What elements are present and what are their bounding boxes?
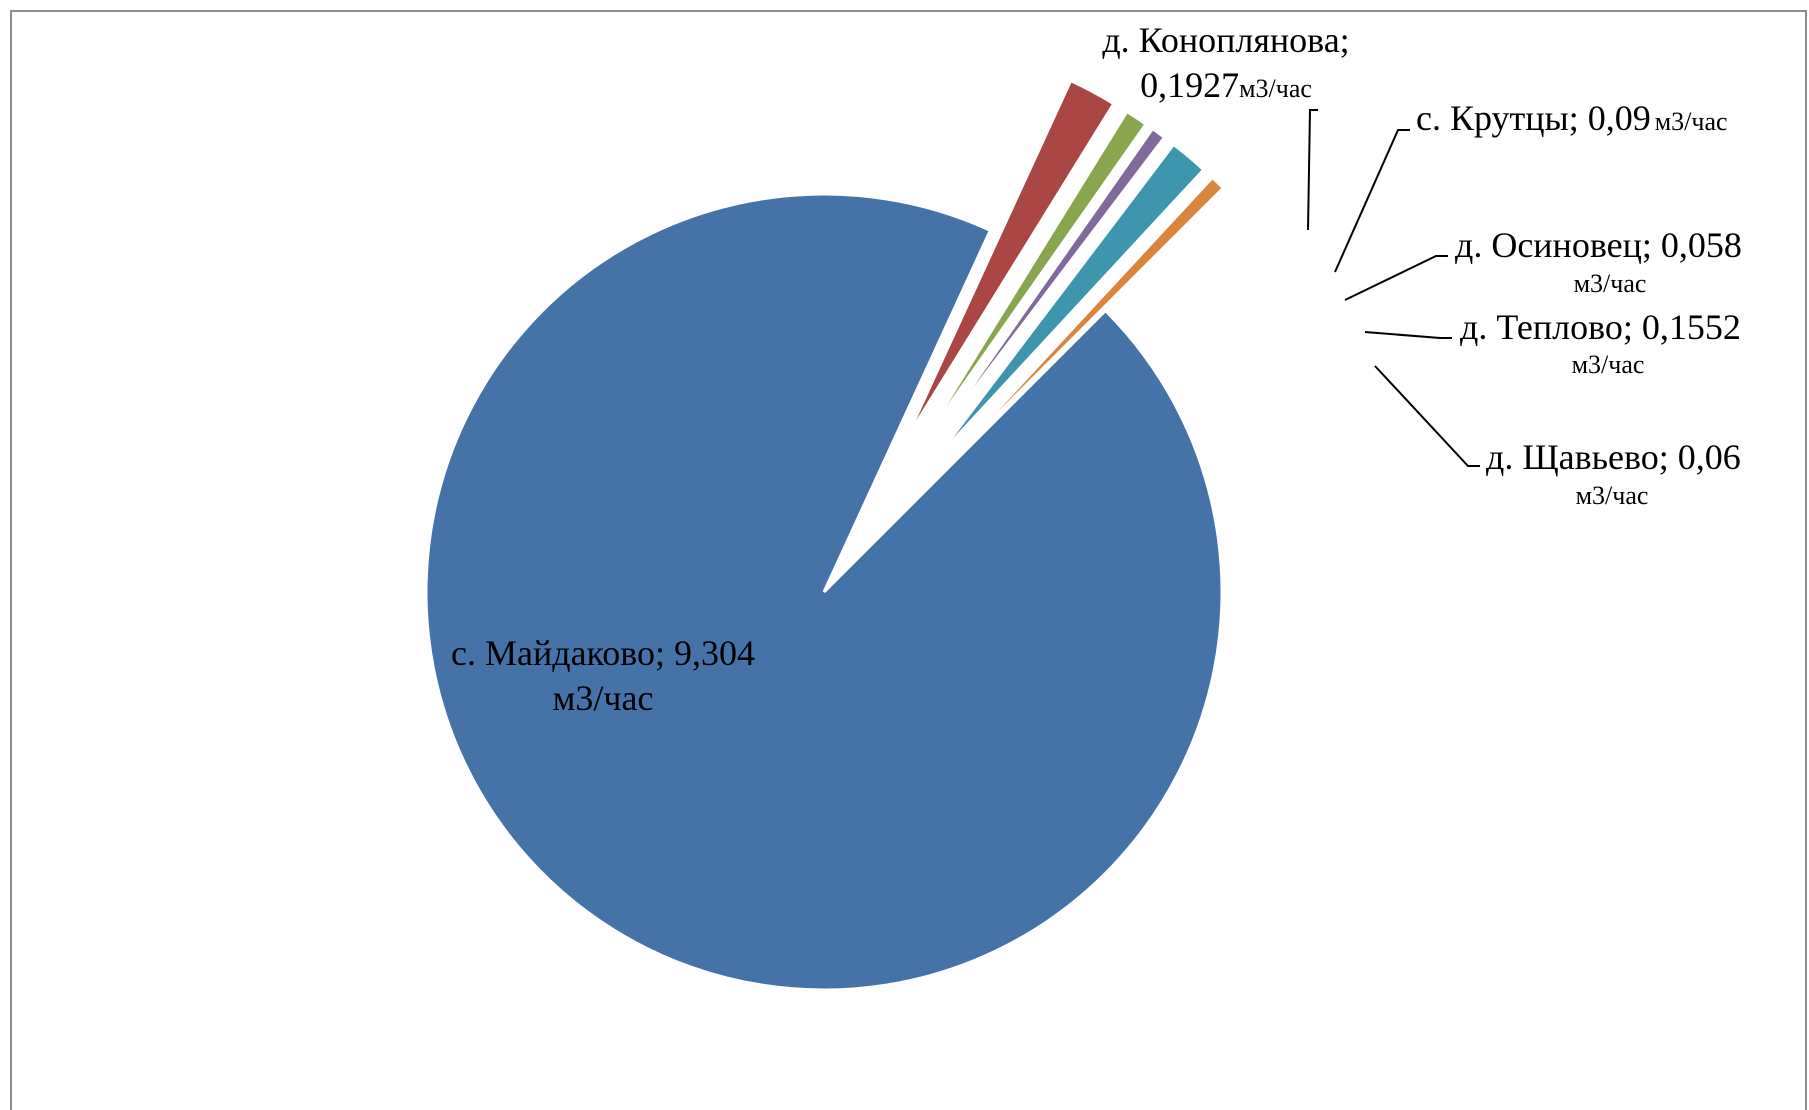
leader-line-krutcy bbox=[1334, 129, 1410, 273]
data-label-osinovets: д. Осиновец; 0,058 bbox=[1455, 225, 1742, 265]
leader-line-teplovo bbox=[1364, 331, 1452, 339]
data-label-maydakovo-unit: м3/час bbox=[553, 678, 654, 718]
leader-line-osinovets bbox=[1344, 255, 1448, 301]
slice-maydakovo bbox=[424, 192, 1224, 992]
pie-slices bbox=[424, 78, 1226, 992]
slice-osinovets bbox=[922, 126, 1167, 456]
data-label-shchavevo: д. Щавьево; 0,06 bbox=[1486, 437, 1741, 477]
slice-shchavevo bbox=[940, 175, 1226, 471]
slice-konoplyanovo bbox=[903, 78, 1116, 443]
data-label-konoplyanovo-unit: м3/час bbox=[1239, 74, 1312, 103]
data-labels: с. Майдаково; 9,304 м3/час д. Коноплянов… bbox=[451, 20, 1742, 718]
data-label-shchavevo-unit: м3/час bbox=[1576, 481, 1649, 510]
slice-krutcy bbox=[916, 109, 1149, 451]
data-label-konoplyanovo-value: 0,1927 bbox=[1140, 65, 1239, 105]
data-label-konoplyanovo: д. Коноплянова; bbox=[1102, 20, 1349, 60]
data-label-teplovo-unit: м3/час bbox=[1572, 350, 1645, 379]
data-label-maydakovo: с. Майдаково; 9,304 bbox=[451, 633, 755, 673]
data-label-osinovets-unit: м3/час bbox=[1574, 269, 1647, 298]
leader-line-shchavevo bbox=[1374, 365, 1480, 467]
data-label-teplovo: д. Теплово; 0,1552 bbox=[1460, 307, 1741, 347]
data-label-krutcy-unit: м3/час bbox=[1655, 107, 1728, 136]
leader-lines bbox=[1307, 109, 1480, 467]
data-label-krutcy: с. Крутцы; 0,09 м3/час bbox=[1416, 98, 1728, 138]
leader-line-konoplyanovo bbox=[1307, 109, 1318, 231]
data-label-krutcy-main: с. Крутцы; 0,09 bbox=[1416, 98, 1651, 138]
data-label-konoplyanovo-value-line: 0,1927м3/час bbox=[1140, 65, 1312, 105]
slice-teplovo bbox=[932, 142, 1206, 463]
